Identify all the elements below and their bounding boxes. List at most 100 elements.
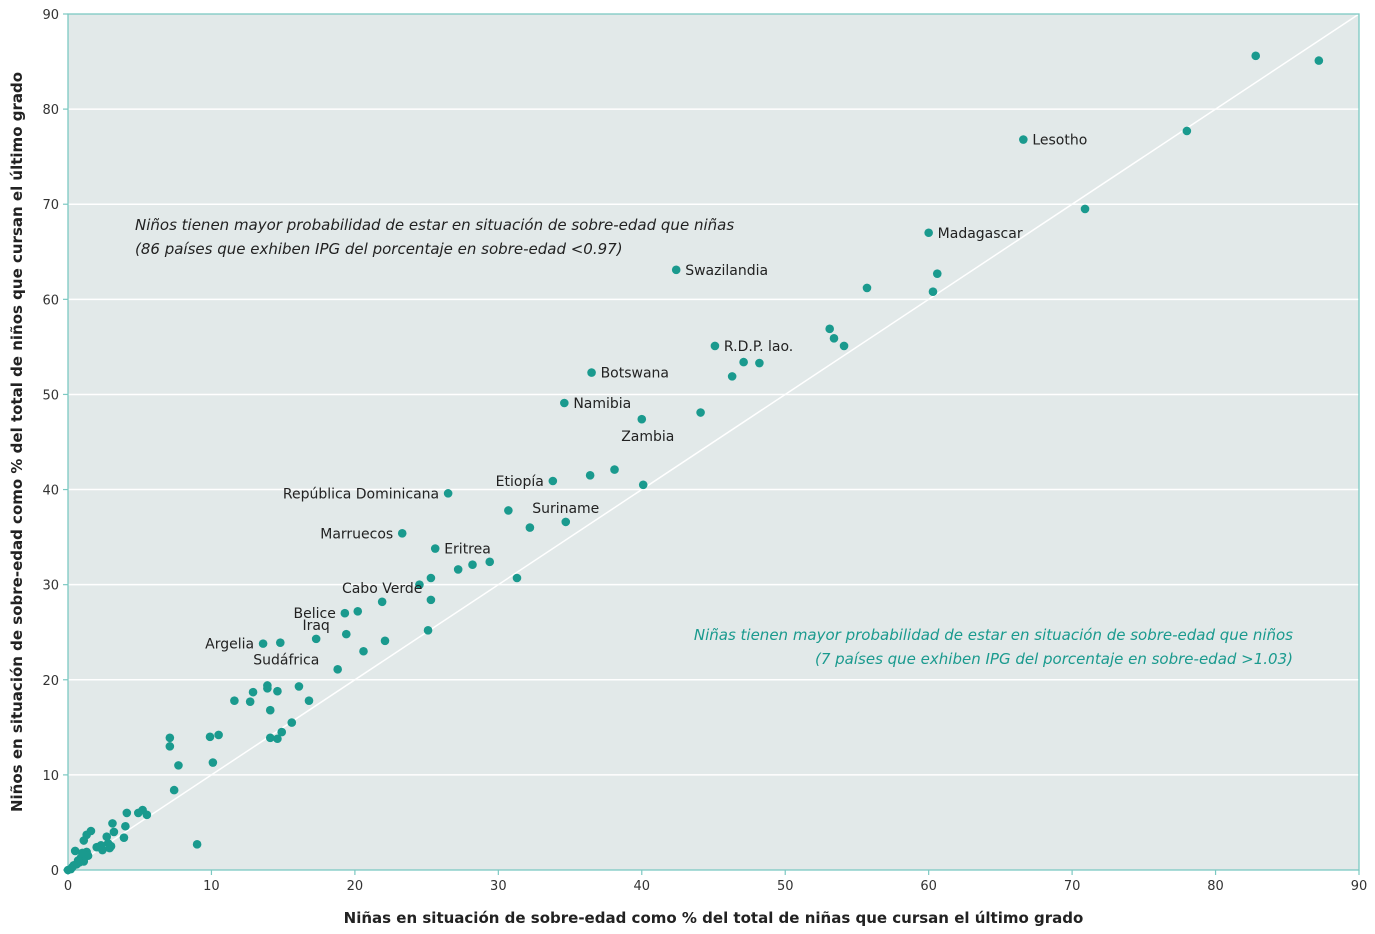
data-point bbox=[106, 841, 116, 851]
data-point bbox=[1019, 135, 1028, 144]
data-point bbox=[142, 810, 152, 820]
data-point bbox=[610, 465, 619, 474]
data-point bbox=[230, 696, 239, 706]
data-point bbox=[205, 732, 215, 742]
y-tick-label: 80 bbox=[42, 103, 59, 118]
annotations: Niños tienen mayor probabilidad de estar… bbox=[135, 216, 1293, 668]
point-label: R.D.P. lao. bbox=[724, 339, 793, 355]
data-point bbox=[561, 517, 571, 527]
y-axis-title: Niños en situación de sobre-edad como % … bbox=[8, 72, 26, 812]
data-point bbox=[637, 414, 647, 424]
data-point bbox=[245, 697, 255, 706]
data-point bbox=[560, 398, 569, 408]
data-point bbox=[78, 848, 87, 858]
data-point bbox=[277, 727, 287, 737]
data-point bbox=[102, 832, 112, 842]
data-point bbox=[79, 836, 89, 845]
data-point bbox=[311, 634, 321, 644]
data-point bbox=[353, 606, 363, 616]
annotation-line: (86 países que exhiben IPG del porcentaj… bbox=[135, 240, 623, 258]
data-point bbox=[208, 758, 218, 767]
y-tick-label: 40 bbox=[42, 484, 59, 499]
data-point bbox=[258, 639, 268, 648]
point-label: República Dominicana bbox=[283, 486, 439, 502]
data-point bbox=[165, 733, 175, 743]
point-label: Eritrea bbox=[444, 542, 491, 558]
data-point bbox=[671, 265, 681, 275]
data-point bbox=[273, 734, 282, 744]
point-label: Iraq bbox=[302, 618, 329, 634]
point-label: Argelia bbox=[205, 637, 254, 653]
axis-ticks: 0 10 20 30 40 50 60 70 80 90 0 10 20 30 40 50 60 70 80 90 bbox=[42, 8, 1367, 894]
data-point bbox=[468, 560, 477, 569]
point-label: Belice bbox=[294, 606, 336, 622]
data-point bbox=[380, 636, 390, 646]
x-tick-label: 40 bbox=[634, 879, 651, 894]
data-point bbox=[265, 705, 275, 715]
point-label: Marruecos bbox=[320, 526, 393, 542]
y-tick-label: 90 bbox=[42, 8, 59, 23]
point-label: Suriname bbox=[532, 501, 599, 517]
data-point bbox=[98, 845, 107, 855]
x-tick-label: 10 bbox=[203, 879, 220, 894]
y-tick-label: 50 bbox=[42, 388, 59, 403]
x-tick-label: 20 bbox=[347, 879, 364, 894]
data-point bbox=[638, 480, 648, 490]
data-point bbox=[739, 357, 748, 367]
data-point bbox=[928, 287, 938, 297]
data-point bbox=[825, 324, 834, 334]
point-label: Sudáfrica bbox=[253, 653, 319, 669]
data-point bbox=[485, 557, 495, 567]
data-point bbox=[63, 865, 73, 875]
data-point bbox=[263, 684, 272, 693]
point-label: Lesotho bbox=[1032, 133, 1087, 149]
data-point bbox=[70, 846, 80, 856]
data-point bbox=[397, 529, 407, 538]
point-label: Madagascar bbox=[938, 226, 1023, 242]
data-point bbox=[587, 368, 596, 377]
data-point bbox=[829, 334, 839, 343]
data-point bbox=[1314, 56, 1324, 65]
data-point bbox=[341, 629, 351, 639]
gridlines bbox=[68, 108, 1359, 776]
annotation-line: Niños tienen mayor probabilidad de estar… bbox=[135, 216, 734, 234]
point-labels: Lesotho Madagascar Swazilandia R.D.P. lao. B… bbox=[205, 133, 1087, 669]
y-tick-label: 70 bbox=[42, 198, 59, 213]
data-point bbox=[108, 819, 117, 828]
y-tick-label: 60 bbox=[42, 293, 59, 308]
data-points bbox=[63, 51, 1324, 875]
annotation-line: Niñas tienen mayor probabilidad de estar… bbox=[694, 626, 1293, 644]
data-point bbox=[165, 742, 175, 751]
x-tick-label: 70 bbox=[1064, 879, 1081, 894]
point-label: Etiopía bbox=[496, 474, 544, 490]
data-point bbox=[1080, 204, 1090, 214]
y-tick-label: 30 bbox=[42, 579, 59, 594]
data-point bbox=[294, 682, 304, 691]
data-point bbox=[265, 733, 275, 743]
parity-line bbox=[67, 13, 1360, 871]
data-point bbox=[214, 730, 223, 740]
data-point bbox=[426, 595, 436, 605]
x-tick-label: 0 bbox=[64, 879, 72, 894]
x-tick-label: 90 bbox=[1351, 879, 1368, 894]
x-tick-label: 30 bbox=[490, 879, 507, 894]
data-point bbox=[727, 372, 737, 381]
data-point bbox=[696, 408, 705, 417]
data-point bbox=[415, 580, 424, 589]
data-point bbox=[423, 626, 433, 635]
data-point bbox=[359, 646, 368, 656]
data-point bbox=[69, 860, 79, 870]
data-point bbox=[453, 565, 463, 574]
data-point bbox=[839, 341, 849, 351]
data-point bbox=[548, 476, 558, 486]
data-point bbox=[333, 665, 342, 674]
y-tick-label: 20 bbox=[42, 674, 59, 689]
data-point bbox=[755, 358, 764, 368]
data-point bbox=[119, 833, 129, 842]
data-point bbox=[377, 597, 387, 607]
point-label: Swazilandia bbox=[685, 263, 768, 279]
data-point bbox=[512, 573, 522, 583]
data-point bbox=[525, 523, 535, 532]
x-axis-title: Niñas en situación de sobre-edad como % … bbox=[344, 909, 1084, 927]
